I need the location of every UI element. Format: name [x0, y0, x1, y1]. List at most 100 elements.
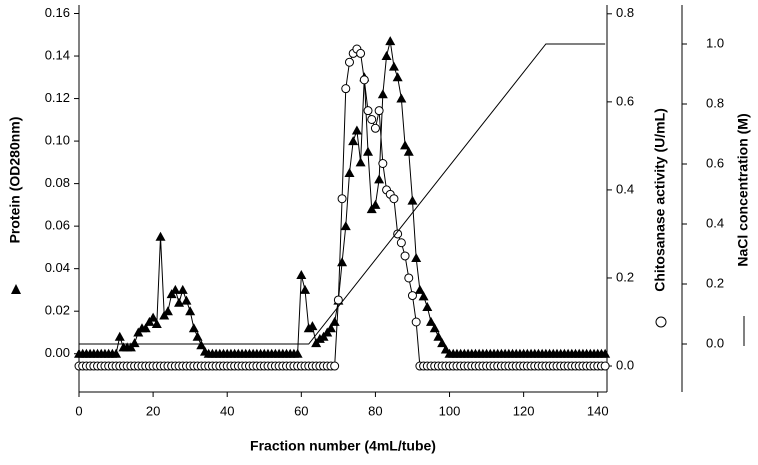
x-tick-label: 140 [587, 403, 609, 418]
y3-tick-label: 0.4 [706, 215, 724, 230]
triangle-marker [403, 146, 414, 156]
x-tick-label: 120 [513, 403, 535, 418]
x-tick-label: 0 [75, 403, 82, 418]
triangle-marker [114, 331, 125, 341]
y2-tick-label: 0.6 [616, 93, 634, 108]
triangle-marker [151, 318, 162, 328]
y-tick-label: 0.10 [45, 133, 70, 148]
circle-marker [341, 84, 351, 94]
triangle-marker [170, 284, 181, 294]
legend-triangle [11, 284, 21, 294]
triangle-marker [337, 257, 348, 267]
triangle-marker [296, 270, 307, 280]
triangle-marker [192, 331, 203, 341]
triangle-marker [377, 89, 388, 99]
triangle-marker [392, 72, 403, 82]
circle-marker [330, 361, 340, 371]
triangle-marker [381, 51, 392, 61]
y2-tick-label: 0.8 [616, 5, 634, 20]
circle-marker [337, 194, 347, 204]
triangle-marker [188, 323, 199, 333]
triangle-marker [344, 167, 355, 177]
triangle-marker [396, 93, 407, 103]
triangle-marker [162, 306, 173, 316]
y3-tick-label: 0.2 [706, 275, 724, 290]
y-tick-label: 0.04 [45, 260, 70, 275]
triangle-marker [411, 253, 422, 263]
triangle-marker [155, 231, 166, 241]
circle-marker [411, 317, 421, 327]
triangle-marker [111, 348, 122, 358]
circle-marker [393, 229, 403, 239]
triangle-marker [426, 316, 436, 326]
triangle-marker [340, 221, 351, 231]
triangle-marker [325, 323, 336, 333]
triangle-marker [374, 174, 385, 184]
triangle-marker [351, 125, 362, 135]
triangle-marker [437, 338, 448, 348]
y3-tick-label: 1.0 [706, 35, 724, 50]
triangle-marker [292, 348, 303, 358]
circle-marker [378, 158, 388, 168]
x-tick-label: 40 [220, 403, 234, 418]
y-tick-label: 0.06 [45, 218, 70, 233]
x-tick-label: 60 [294, 403, 308, 418]
x-tick-label: 20 [146, 403, 160, 418]
circle-marker [333, 295, 343, 305]
circle-marker [389, 194, 399, 204]
y2-tick-label: 0.4 [616, 181, 634, 196]
triangle-marker [363, 146, 374, 156]
triangle-marker [174, 297, 185, 307]
triangle-marker [418, 291, 429, 301]
triangle-marker [307, 321, 318, 331]
y3-tick-label: 0.8 [706, 95, 724, 110]
circle-marker [344, 57, 354, 67]
triangle-marker [148, 312, 159, 322]
triangle-marker [185, 306, 196, 316]
circle-marker [359, 75, 369, 85]
y2-tick-label: 0.2 [616, 269, 634, 284]
y-tick-label: 0.12 [45, 90, 70, 105]
triangle-marker [429, 323, 440, 333]
triangle-marker [370, 199, 381, 209]
legend-circle [655, 316, 667, 328]
series-line [79, 48, 606, 367]
y3-tick-label: 0.6 [706, 155, 724, 170]
triangle-marker [407, 195, 418, 205]
triangle-marker [414, 284, 425, 294]
triangle-marker [388, 61, 399, 71]
triangle-marker [196, 340, 207, 350]
triangle-marker [400, 140, 411, 150]
triangle-marker [177, 284, 188, 294]
triangle-marker [433, 331, 444, 341]
triangle-marker [600, 348, 611, 358]
triangle-marker [129, 338, 140, 348]
circle-marker [407, 291, 417, 301]
y-tick-label: 0.08 [45, 175, 70, 190]
circle-marker [600, 361, 610, 371]
circle-marker [404, 273, 414, 283]
circle-marker [396, 238, 406, 248]
triangle-marker [300, 284, 311, 294]
y-tick-label: 0.00 [45, 345, 70, 360]
y2-axis-label: Chitosanase activity (U/mL) [652, 108, 668, 292]
triangle-marker [329, 316, 340, 326]
triangle-marker [348, 136, 359, 146]
circle-marker [400, 251, 410, 261]
x-tick-label: 80 [368, 403, 382, 418]
circle-marker [374, 106, 384, 116]
y3-tick-label: 0.0 [706, 335, 724, 350]
series-line [79, 43, 606, 345]
y-tick-label: 0.02 [45, 303, 70, 318]
triangle-marker [140, 323, 151, 333]
x-tick-label: 100 [439, 403, 461, 418]
triangle-marker [385, 36, 396, 46]
y2-tick-label: 0.0 [616, 357, 634, 372]
y-tick-label: 0.14 [45, 47, 70, 62]
triangle-marker [181, 295, 192, 305]
triangle-marker [422, 301, 433, 311]
x-axis-label: Fraction number (4mL/tube) [250, 438, 436, 454]
triangle-marker [355, 157, 366, 167]
circle-marker [370, 123, 380, 133]
